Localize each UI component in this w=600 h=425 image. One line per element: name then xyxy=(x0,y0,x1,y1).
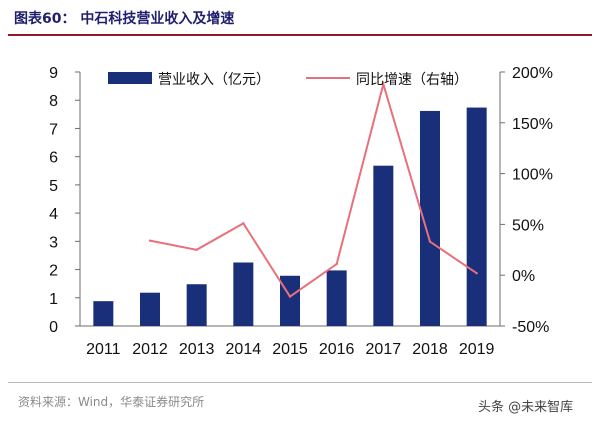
x-tick-label: 2018 xyxy=(412,341,448,358)
x-tick-label: 2011 xyxy=(86,341,121,358)
source-divider xyxy=(8,382,592,383)
bar xyxy=(280,275,300,326)
x-tick-label: 2012 xyxy=(132,341,168,358)
growth-point xyxy=(242,222,245,225)
left-tick-label: 1 xyxy=(49,291,58,308)
growth-point xyxy=(335,262,338,266)
x-tick-label: 2014 xyxy=(226,341,262,358)
left-tick-label: 5 xyxy=(49,178,58,195)
right-tick-label: 200% xyxy=(512,65,553,82)
legend-bar-label: 营业收入（亿元） xyxy=(158,71,270,87)
growth-point xyxy=(288,295,292,298)
bar xyxy=(93,301,114,326)
legend-bar-swatch xyxy=(108,72,152,84)
right-tick-label: 100% xyxy=(512,167,553,184)
growth-point xyxy=(148,239,152,242)
bar xyxy=(326,270,347,326)
right-tick-label: 0% xyxy=(512,268,535,285)
left-tick-label: 2 xyxy=(49,263,58,280)
x-tick-label: 2013 xyxy=(179,341,215,358)
left-tick-label: 4 xyxy=(49,206,58,223)
left-tick-label: 7 xyxy=(49,121,58,138)
x-tick-label: 2015 xyxy=(272,341,308,358)
bar xyxy=(466,107,487,326)
right-tick-label: -50% xyxy=(512,319,549,336)
growth-point xyxy=(475,271,478,275)
watermark: 头条 @未来智库 xyxy=(478,400,574,415)
title-divider xyxy=(8,34,592,36)
growth-line xyxy=(149,80,478,298)
bar xyxy=(233,262,254,326)
left-tick-label: 3 xyxy=(49,234,58,251)
tick-labels: 0 1 2 3 4 5 6 7 8 9 -50% 0% 50% 100% 150% 200% 2011 2012 2… xyxy=(49,65,553,358)
growth-point xyxy=(382,82,385,86)
left-tick-label: 0 xyxy=(49,319,58,336)
bar xyxy=(140,292,160,326)
line-series xyxy=(148,80,478,298)
left-tick-label: 6 xyxy=(49,150,58,167)
left-tick-label: 9 xyxy=(49,65,58,82)
bar xyxy=(420,110,440,327)
left-tick-label: 8 xyxy=(49,93,58,110)
growth-point xyxy=(195,248,198,251)
right-tick-label: 50% xyxy=(512,217,544,234)
x-tick-label: 2016 xyxy=(319,341,355,358)
revenue-growth-chart: 0 1 2 3 4 5 6 7 8 9 -50% 0% 50% 100% 150% 200% 2011 2012 2… xyxy=(49,65,553,358)
source-note: 资料来源：Wind，华泰证券研究所 xyxy=(18,395,205,409)
bar xyxy=(186,284,207,326)
bar xyxy=(373,165,394,326)
x-tick-label: 2019 xyxy=(459,341,495,358)
right-tick-label: 150% xyxy=(512,116,553,133)
x-tick-label: 2017 xyxy=(366,341,402,358)
figure-title: 图表60： 中石科技营业收入及增速 xyxy=(14,11,235,27)
bar-series xyxy=(93,107,487,327)
growth-point xyxy=(428,240,432,243)
legend-line-label: 同比增速（右轴） xyxy=(356,71,468,87)
chart-legend: 营业收入（亿元） 同比增速（右轴） xyxy=(108,71,468,87)
